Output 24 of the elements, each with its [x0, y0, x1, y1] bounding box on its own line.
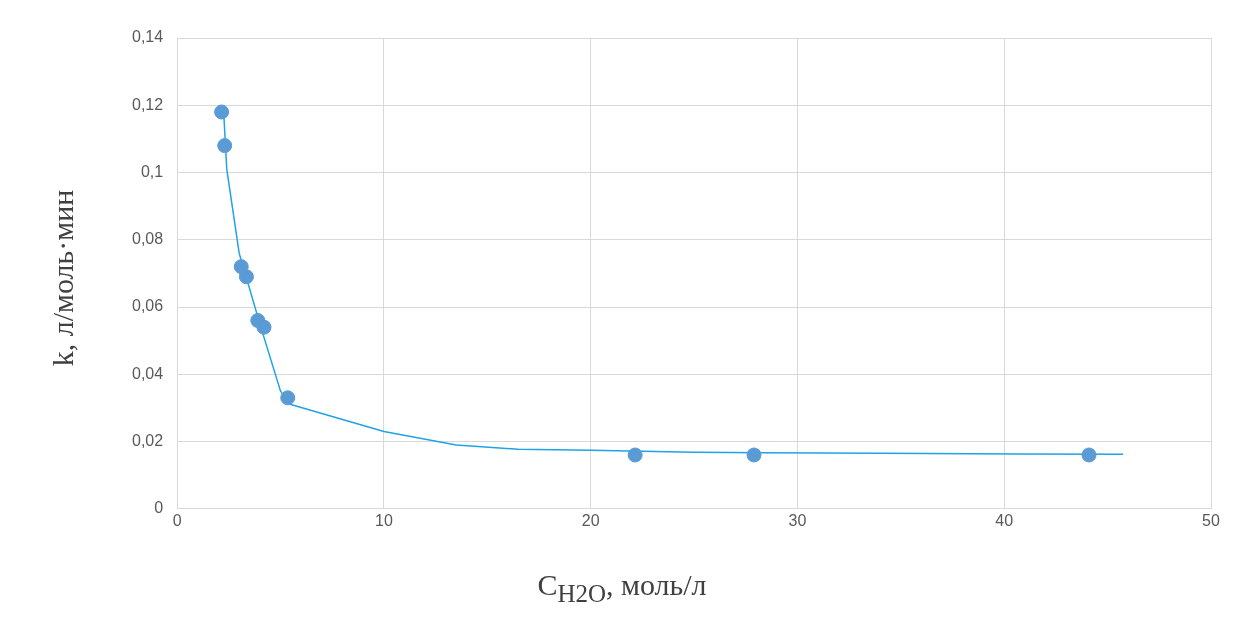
point: [1081, 447, 1097, 463]
y-tick-label: 0,06: [132, 297, 164, 315]
y-tick-label: 0: [154, 499, 164, 517]
y-axis-title: k, л/моль·мин: [46, 189, 80, 367]
point: [746, 447, 762, 463]
x-tick-label: 50: [1202, 511, 1220, 529]
x-axis-title: C$_{H2O}$, моль/л: [536, 568, 708, 608]
x-tick-label: 40: [995, 511, 1014, 529]
point: [238, 269, 254, 285]
y-tick-label: 0,08: [132, 230, 164, 248]
y-tick-label: 0,1: [140, 162, 164, 180]
point: [214, 104, 230, 120]
x-tick-label: 0: [172, 511, 182, 529]
y-tick-label: 0,12: [132, 95, 164, 113]
x-tick-label: 30: [788, 511, 807, 529]
point: [280, 390, 296, 406]
y-tick-label: 0,04: [132, 364, 164, 382]
x-tick-label: 10: [375, 511, 393, 529]
x-tick-label: 20: [581, 511, 600, 529]
y-tick-label: 0,02: [132, 431, 164, 449]
point: [256, 319, 272, 335]
point: [627, 447, 643, 463]
y-tick-label: 0,14: [132, 28, 164, 46]
point: [217, 138, 233, 154]
